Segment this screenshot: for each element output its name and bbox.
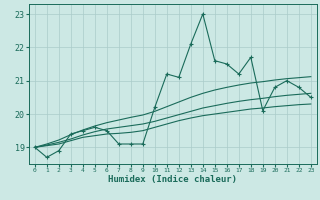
X-axis label: Humidex (Indice chaleur): Humidex (Indice chaleur) bbox=[108, 175, 237, 184]
